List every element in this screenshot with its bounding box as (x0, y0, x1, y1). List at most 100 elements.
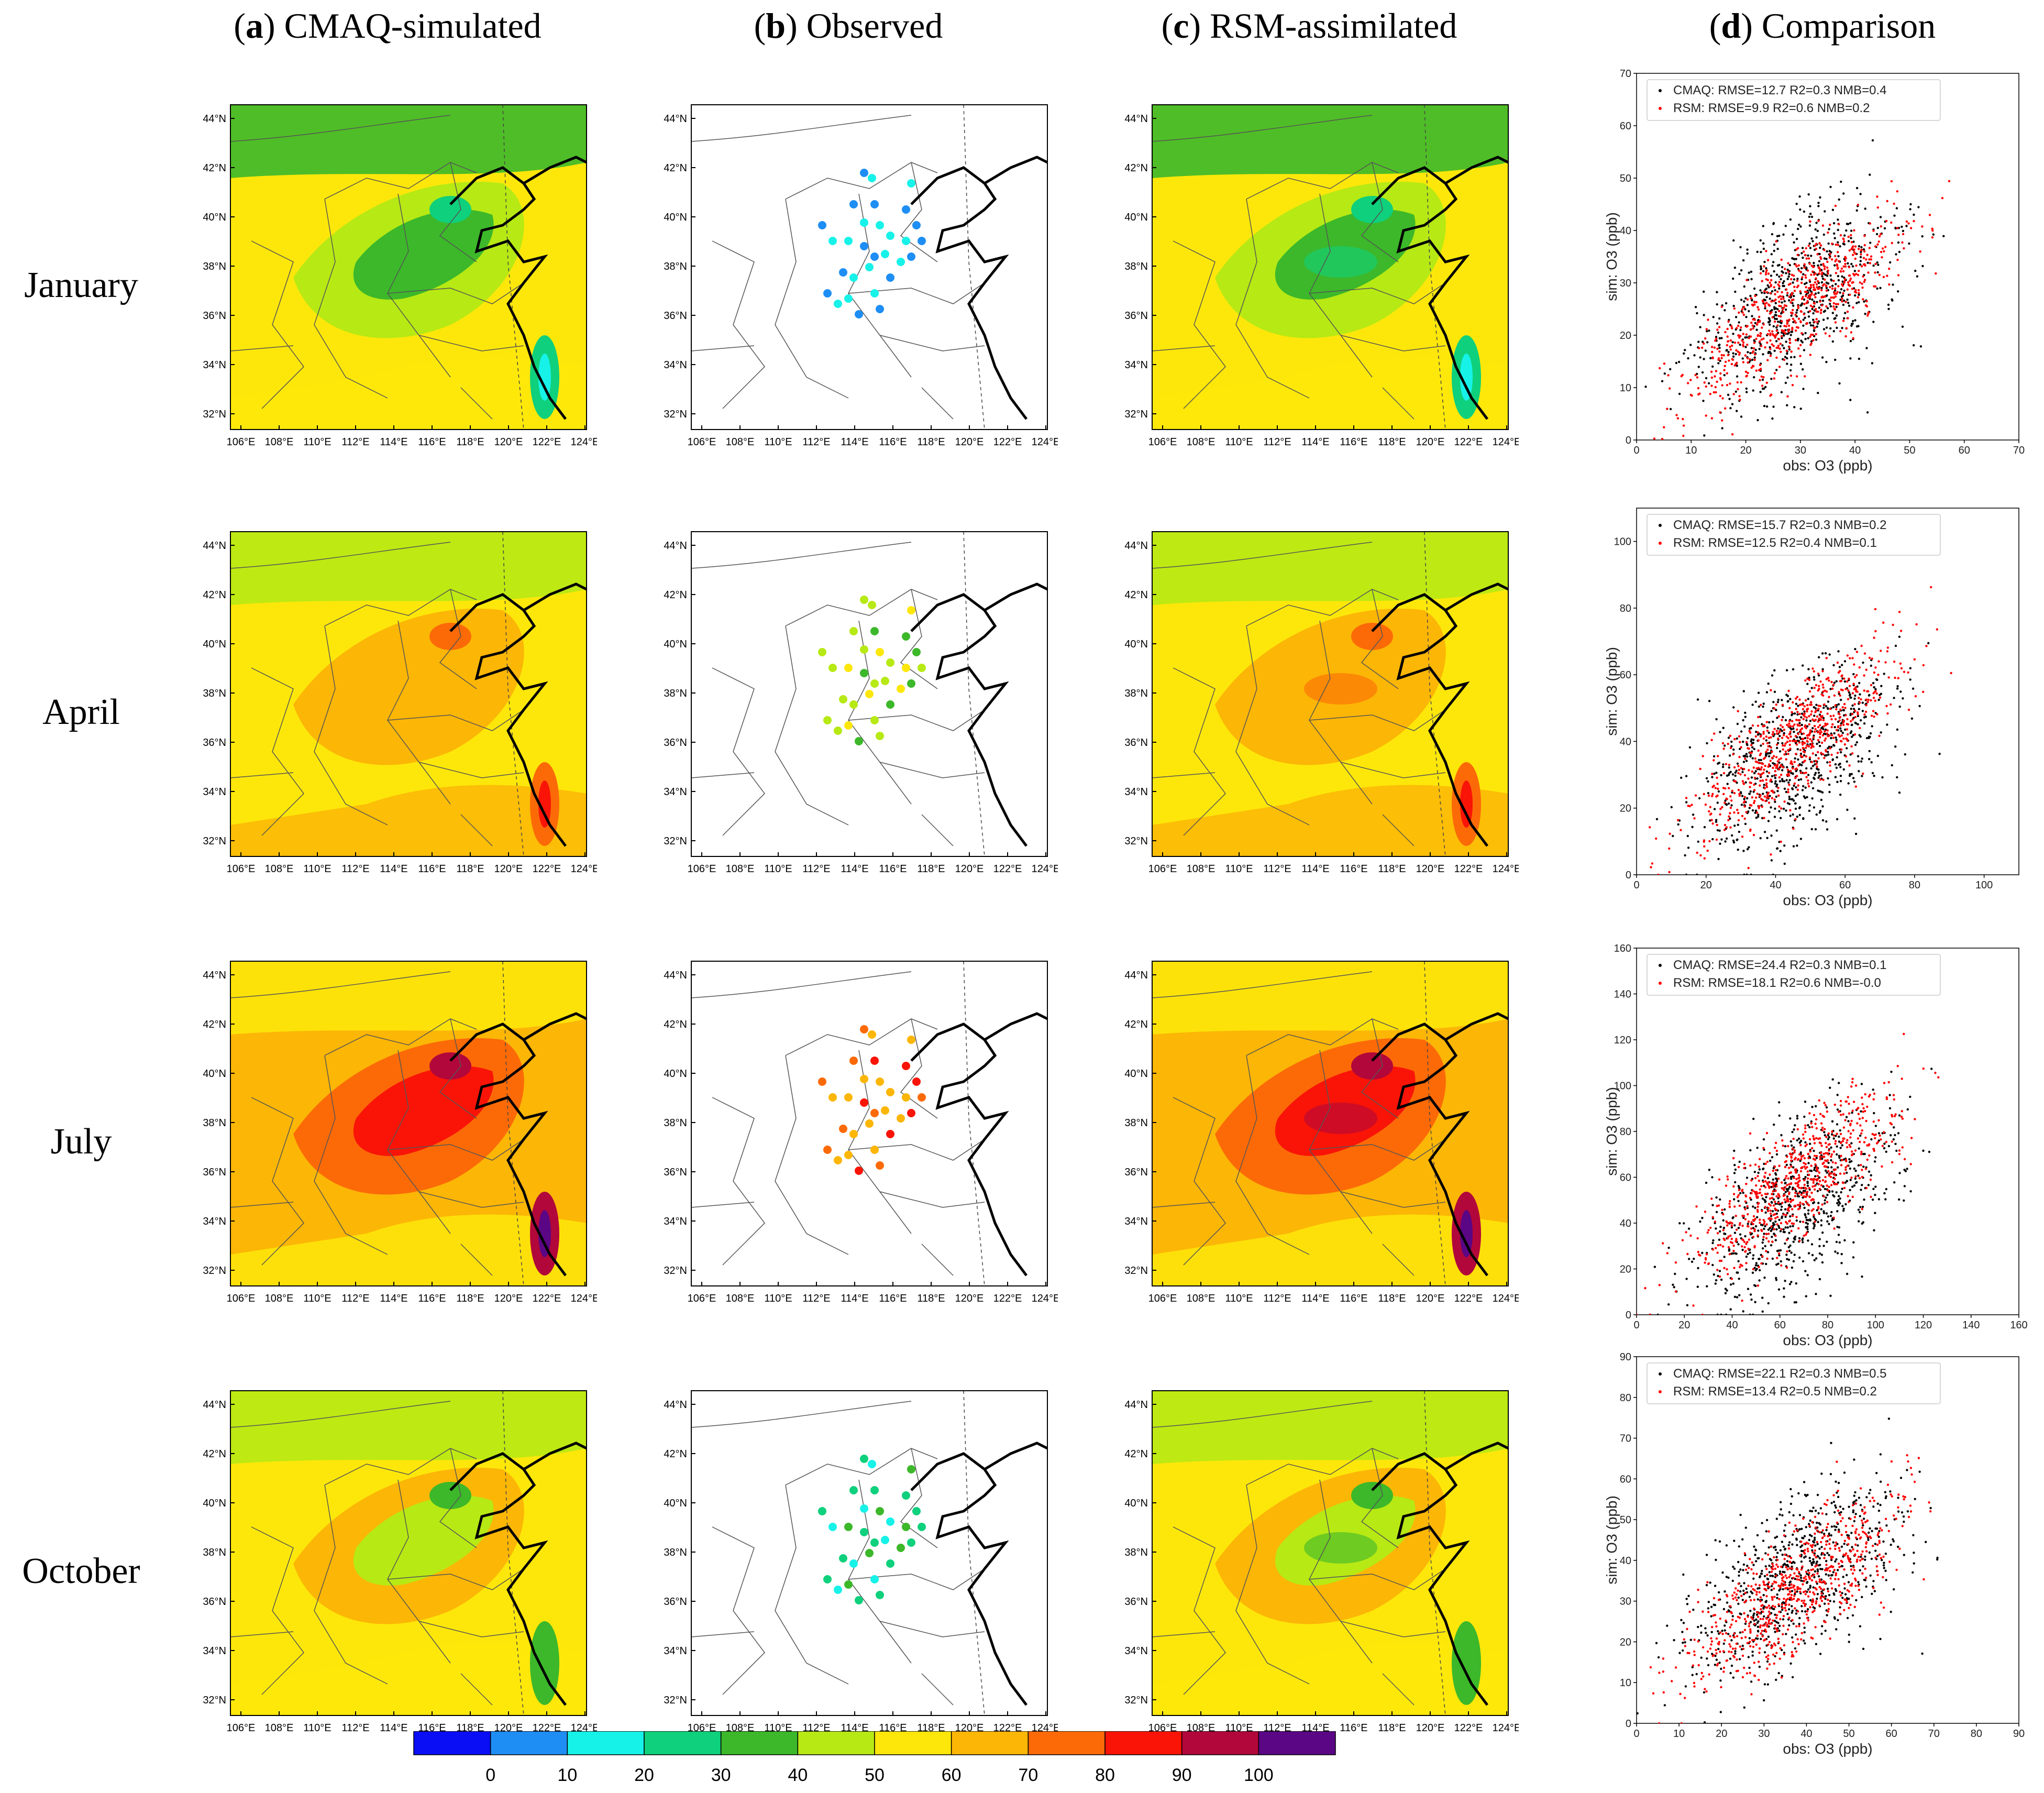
scatter-point (1903, 1032, 1905, 1036)
scatter-point (1887, 1145, 1891, 1148)
scatter-point (1754, 1301, 1756, 1303)
scatter-point (1751, 703, 1754, 706)
scatter-point (1828, 1191, 1831, 1193)
scatter-point (1759, 1188, 1761, 1191)
scatter-point (1677, 360, 1681, 364)
scatter-point (1765, 1262, 1767, 1266)
scatter-point (1759, 272, 1762, 274)
scatter-point (1718, 1178, 1721, 1181)
scatter-point (1770, 1244, 1773, 1247)
scatter-point (1824, 722, 1827, 725)
scatter-point (1818, 306, 1820, 309)
station-dot (844, 1093, 853, 1102)
scatter-point (1807, 774, 1810, 776)
scatter-point (1819, 778, 1822, 781)
scatter-point (1829, 761, 1831, 764)
scatter-point (1882, 276, 1885, 278)
scatter-point (1784, 225, 1787, 227)
scatter-point (1760, 762, 1763, 765)
scatter-point (1800, 764, 1803, 766)
scatter-point (1766, 1160, 1769, 1163)
scatter-point (1750, 751, 1753, 754)
scatter-point (1761, 1194, 1763, 1197)
scatter-point (1759, 837, 1762, 840)
scatter-point (1784, 332, 1786, 335)
scatter-point (1849, 1136, 1852, 1139)
scatter-point (1753, 800, 1756, 802)
scatter-point (1848, 1158, 1851, 1161)
scatter-point (1777, 787, 1780, 789)
scatter-point (1773, 349, 1776, 352)
scatter-point (1784, 381, 1787, 384)
scatter-point (1844, 1119, 1847, 1121)
scatter-point (1760, 251, 1762, 254)
scatter-point (1857, 714, 1860, 718)
scatter-point (1805, 772, 1807, 774)
scatter-point (1781, 725, 1784, 729)
scatter-point (1765, 691, 1769, 694)
scatter-point (1833, 744, 1836, 747)
scatter-point (1820, 1219, 1823, 1222)
scatter-point (1797, 264, 1800, 267)
scatter-point (1786, 292, 1789, 294)
scatter-point (1825, 1196, 1827, 1199)
scatter-point (1794, 1204, 1796, 1207)
scatter-point (1691, 804, 1693, 806)
scatter-point (1863, 279, 1866, 281)
station-dot (881, 1106, 889, 1115)
field-core (353, 210, 494, 300)
scatter-point (1847, 733, 1849, 736)
scatter-point (1870, 258, 1872, 261)
scatter-point (1915, 623, 1918, 626)
scatter-point (1779, 1249, 1782, 1252)
scatter-point (1896, 190, 1898, 193)
scatter-point (1844, 312, 1847, 314)
scatter-point (1757, 716, 1760, 719)
scatter-point (1849, 339, 1852, 343)
scatter-point (1789, 1197, 1792, 1201)
scatter-point (1829, 715, 1832, 718)
lon-tick-label: 124°E (1493, 1293, 1519, 1304)
scatter-point (1861, 1205, 1864, 1208)
scatter-point (1781, 769, 1784, 772)
scatter-point (1814, 1217, 1816, 1220)
scatter-point (1827, 1189, 1829, 1192)
scatter-point (1807, 1153, 1809, 1156)
scatter-point (1756, 724, 1760, 727)
scatter-point (1762, 705, 1764, 708)
scatter-point (1739, 1233, 1742, 1236)
scatter-point (1731, 834, 1733, 837)
lon-tick-label: 114°E (1301, 436, 1329, 448)
scatter-point (1823, 1102, 1826, 1104)
scatter-point (1865, 668, 1868, 671)
scatter-point (1795, 311, 1798, 314)
scatter-point (1745, 1242, 1748, 1245)
scatter-point (1729, 795, 1732, 798)
scatter-point (1798, 712, 1801, 716)
lat-tick-label: 44°N (203, 970, 226, 981)
station-dot (844, 294, 853, 303)
scatter-point (1817, 219, 1820, 222)
scatter-point (1757, 1171, 1760, 1174)
scatter-point (1778, 805, 1781, 808)
scatter-point (1727, 1246, 1730, 1249)
scatter-point (1792, 773, 1794, 775)
scatter-point (1796, 1128, 1799, 1131)
scatter-point (1845, 327, 1848, 329)
scatter-point (1741, 1224, 1744, 1227)
scatter-point (1803, 250, 1805, 253)
scatter-point (1722, 1213, 1725, 1216)
scatter-point (1819, 246, 1821, 249)
scatter-point (1874, 608, 1877, 611)
scatter-point (1848, 1143, 1851, 1147)
scatter-point (1792, 668, 1795, 670)
station-dot (849, 200, 858, 208)
scatter-point (1741, 795, 1744, 797)
scatter-point (1788, 774, 1791, 777)
scatter-point (1766, 341, 1769, 344)
scatter-point (1800, 339, 1803, 342)
scatter-point (1770, 300, 1773, 303)
scatter-point (1768, 329, 1771, 332)
lat-tick-label: 38°N (1124, 688, 1148, 699)
scatter-point (1806, 1180, 1809, 1183)
